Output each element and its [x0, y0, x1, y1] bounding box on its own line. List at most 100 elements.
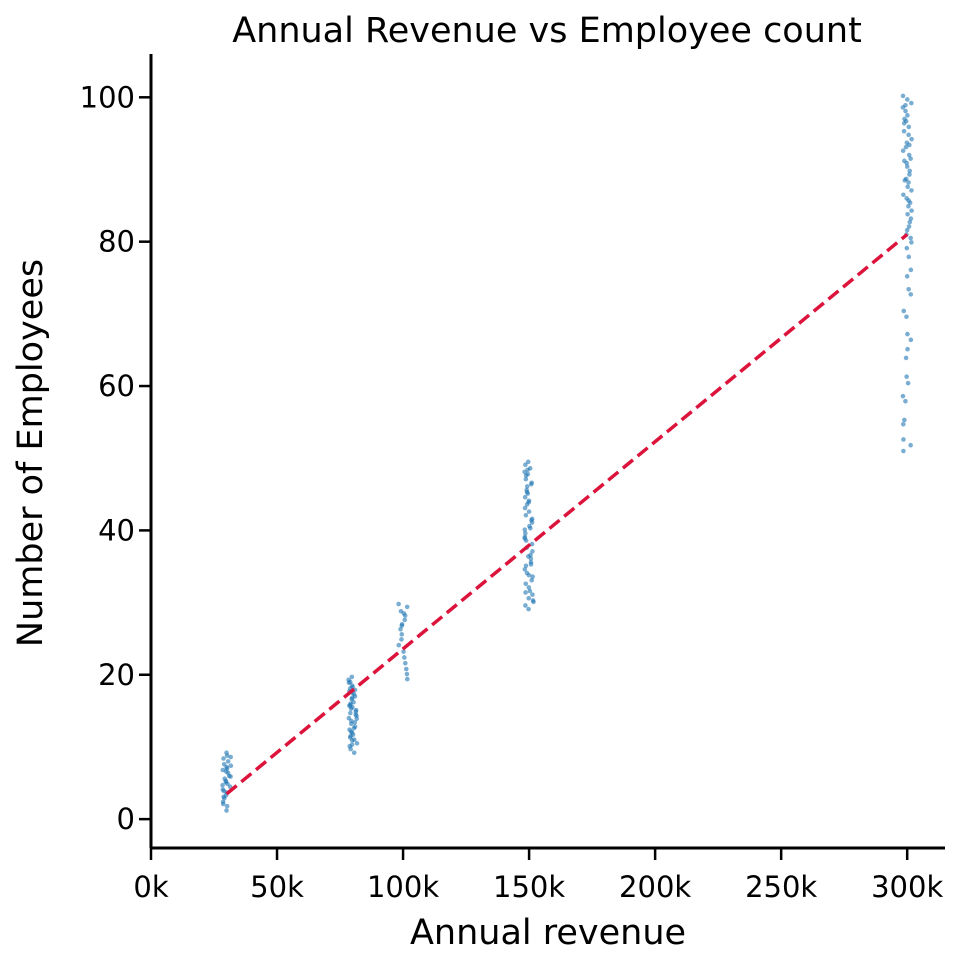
data-point [906, 132, 911, 138]
data-point [906, 152, 912, 158]
data-point [348, 710, 353, 716]
x-tick-label: 300k [871, 870, 943, 904]
data-point [522, 494, 528, 500]
data-point [354, 741, 360, 746]
data-point [907, 168, 913, 174]
data-point [908, 337, 914, 343]
data-point [905, 184, 910, 190]
data-point [399, 637, 404, 642]
y-axis-ticks: 0 20 40 60 80 100 [80, 80, 151, 836]
data-point [522, 505, 528, 511]
data-point [404, 676, 410, 682]
x-tick-label: 100k [367, 870, 439, 904]
data-point [526, 554, 531, 559]
data-point [349, 695, 355, 701]
data-point [526, 499, 531, 505]
data-point [522, 536, 527, 541]
data-point [223, 780, 229, 785]
data-point [524, 484, 530, 489]
data-point [906, 198, 911, 203]
data-point [530, 574, 535, 579]
data-point [908, 216, 914, 221]
data-point [905, 211, 910, 217]
data-point [906, 124, 912, 130]
y-axis-label: Number of Employees [11, 259, 51, 647]
data-point [224, 766, 230, 771]
y-tick-label: 100 [80, 80, 135, 114]
data-point [905, 97, 910, 102]
data-point [903, 102, 908, 108]
data-point [527, 588, 533, 594]
scatter-points [220, 93, 914, 813]
data-point [901, 421, 906, 427]
data-point [222, 776, 227, 782]
data-point [909, 100, 914, 106]
data-point [900, 393, 906, 399]
y-tick-label: 40 [98, 513, 135, 547]
data-point [351, 725, 357, 731]
data-point [906, 224, 912, 229]
data-point [221, 788, 227, 794]
data-point [525, 467, 530, 473]
data-point [901, 308, 907, 314]
data-point [526, 509, 532, 514]
data-point [528, 525, 533, 531]
data-point [904, 227, 910, 233]
data-point [396, 642, 402, 648]
data-point [903, 118, 909, 124]
data-point [351, 750, 357, 756]
data-point [908, 292, 914, 297]
y-tick-label: 60 [98, 369, 135, 403]
data-point [402, 660, 408, 666]
chart-title: Annual Revenue vs Employee count [232, 11, 862, 51]
data-point [909, 240, 914, 245]
data-point [530, 592, 535, 597]
data-point [909, 208, 914, 213]
data-point [348, 733, 353, 739]
data-point [221, 761, 227, 767]
data-point [908, 156, 913, 161]
data-point [523, 462, 528, 468]
data-point [529, 517, 534, 523]
trend-line [225, 233, 909, 796]
data-point [396, 601, 401, 607]
data-point [349, 674, 355, 680]
data-point [353, 709, 359, 714]
data-point [402, 617, 408, 623]
data-point [347, 679, 353, 685]
trend-line-group [225, 233, 909, 796]
data-point [347, 703, 352, 709]
x-axis-ticks: 0k 50k 100k 150k 200k 250k 300k [133, 848, 943, 904]
data-point [349, 730, 355, 735]
data-point [404, 604, 410, 610]
data-point [525, 459, 531, 465]
data-point [224, 803, 230, 809]
data-point [224, 808, 229, 813]
data-point [909, 188, 914, 193]
data-point [523, 590, 528, 595]
data-point [901, 128, 907, 134]
data-point [228, 763, 234, 769]
data-point [900, 93, 906, 99]
data-point [902, 178, 908, 183]
data-point [523, 530, 528, 536]
data-point [904, 274, 910, 279]
data-point [522, 567, 528, 572]
data-point [906, 254, 912, 260]
data-point [523, 581, 529, 587]
data-point [221, 794, 226, 800]
data-point [904, 164, 910, 169]
x-axis-label: Annual revenue [410, 913, 686, 953]
data-point [529, 577, 535, 583]
data-point [528, 481, 534, 487]
data-point [905, 380, 911, 386]
data-point [228, 754, 234, 760]
data-point [908, 267, 914, 273]
data-point [906, 287, 911, 292]
data-point [903, 108, 908, 114]
data-point [907, 172, 912, 177]
x-tick-label: 50k [250, 870, 304, 904]
data-point [907, 142, 912, 148]
x-tick-label: 250k [745, 870, 817, 904]
